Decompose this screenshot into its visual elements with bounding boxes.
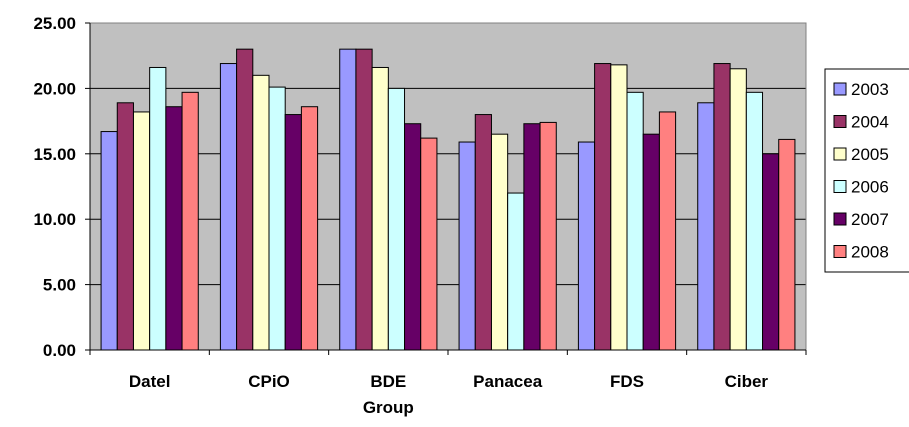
bar-2008-3 [539,121,557,351]
bar-2008-0 [181,91,199,351]
bar-2006-4 [626,91,644,351]
legend-label-2006: 2006 [851,178,889,197]
y-tick-label: 0.00 [43,341,76,360]
legend-swatch-2005 [833,147,847,161]
y-tick-label: 15.00 [33,145,76,164]
bar-2004-4 [594,63,612,351]
bar-2006-1 [268,86,286,351]
legend-swatch-2008 [833,245,847,258]
bar-2007-3 [523,123,541,351]
x-axis-labels: Datel CPiO BDE Group Panacea FDS Ciber [89,350,807,417]
bar-2006-0 [149,66,167,351]
bar-2003-3 [458,141,476,351]
bar-2008-1 [300,106,319,351]
bar-2005-1 [252,74,270,351]
bar-2006-5 [745,91,764,351]
bar-2005-3 [490,133,509,351]
bar-2004-3 [474,114,492,351]
x-category-label: CPiO [248,372,290,391]
bar-2008-4 [658,111,677,351]
bar-2004-2 [355,48,373,351]
bar-2008-2 [420,137,438,351]
bar-2003-4 [577,141,596,351]
y-tick-label: 5.00 [43,276,76,295]
x-category-label: BDE [370,372,406,391]
legend-swatch-2003 [833,82,847,96]
bar-2003-1 [219,63,238,351]
bar-2003-5 [697,102,715,351]
bar-2003-0 [100,131,118,351]
legend-swatch-2007 [833,212,847,226]
y-tick-label: 10.00 [33,210,76,229]
bar-2007-1 [284,114,302,351]
legend-swatch-2004 [833,115,847,128]
bar-2007-5 [762,153,780,351]
bar-2004-0 [116,102,134,351]
legend-label-2008: 2008 [851,243,889,262]
bar-2007-0 [165,106,183,351]
legend-box [824,68,909,273]
bar-2005-5 [729,68,747,351]
bar-2004-1 [236,48,254,351]
x-category-label: Datel [129,372,171,391]
bar-2008-5 [778,138,796,351]
x-category-label: Ciber [725,372,769,391]
legend-label-2004: 2004 [851,113,889,132]
x-category-label: Panacea [473,372,543,391]
x-category-label: Group [363,398,414,417]
bar-2006-2 [387,87,406,351]
bar-2003-2 [339,48,357,351]
bar-2005-2 [371,66,389,351]
y-tick-label: 25.00 [33,14,76,33]
x-category-label: FDS [610,372,644,391]
legend-swatch-2006 [833,180,847,193]
bar-2007-2 [404,123,422,351]
bar-2006-3 [507,192,525,351]
legend: 2003 2004 2005 2006 2007 2008 [824,68,909,273]
y-tick-label: 20.00 [33,79,76,98]
plot-area [90,23,806,350]
bar-2004-5 [713,63,731,351]
y-axis-ticks: 0.00 5.00 10.00 15.00 20.00 25.00 [33,14,90,360]
legend-label-2007: 2007 [851,210,889,229]
bar-2005-4 [610,64,628,351]
legend-label-2005: 2005 [851,145,889,164]
bar-2007-4 [642,133,660,351]
bar-2005-0 [132,111,151,351]
gridlines [90,22,806,286]
legend-label-2003: 2003 [851,80,889,99]
